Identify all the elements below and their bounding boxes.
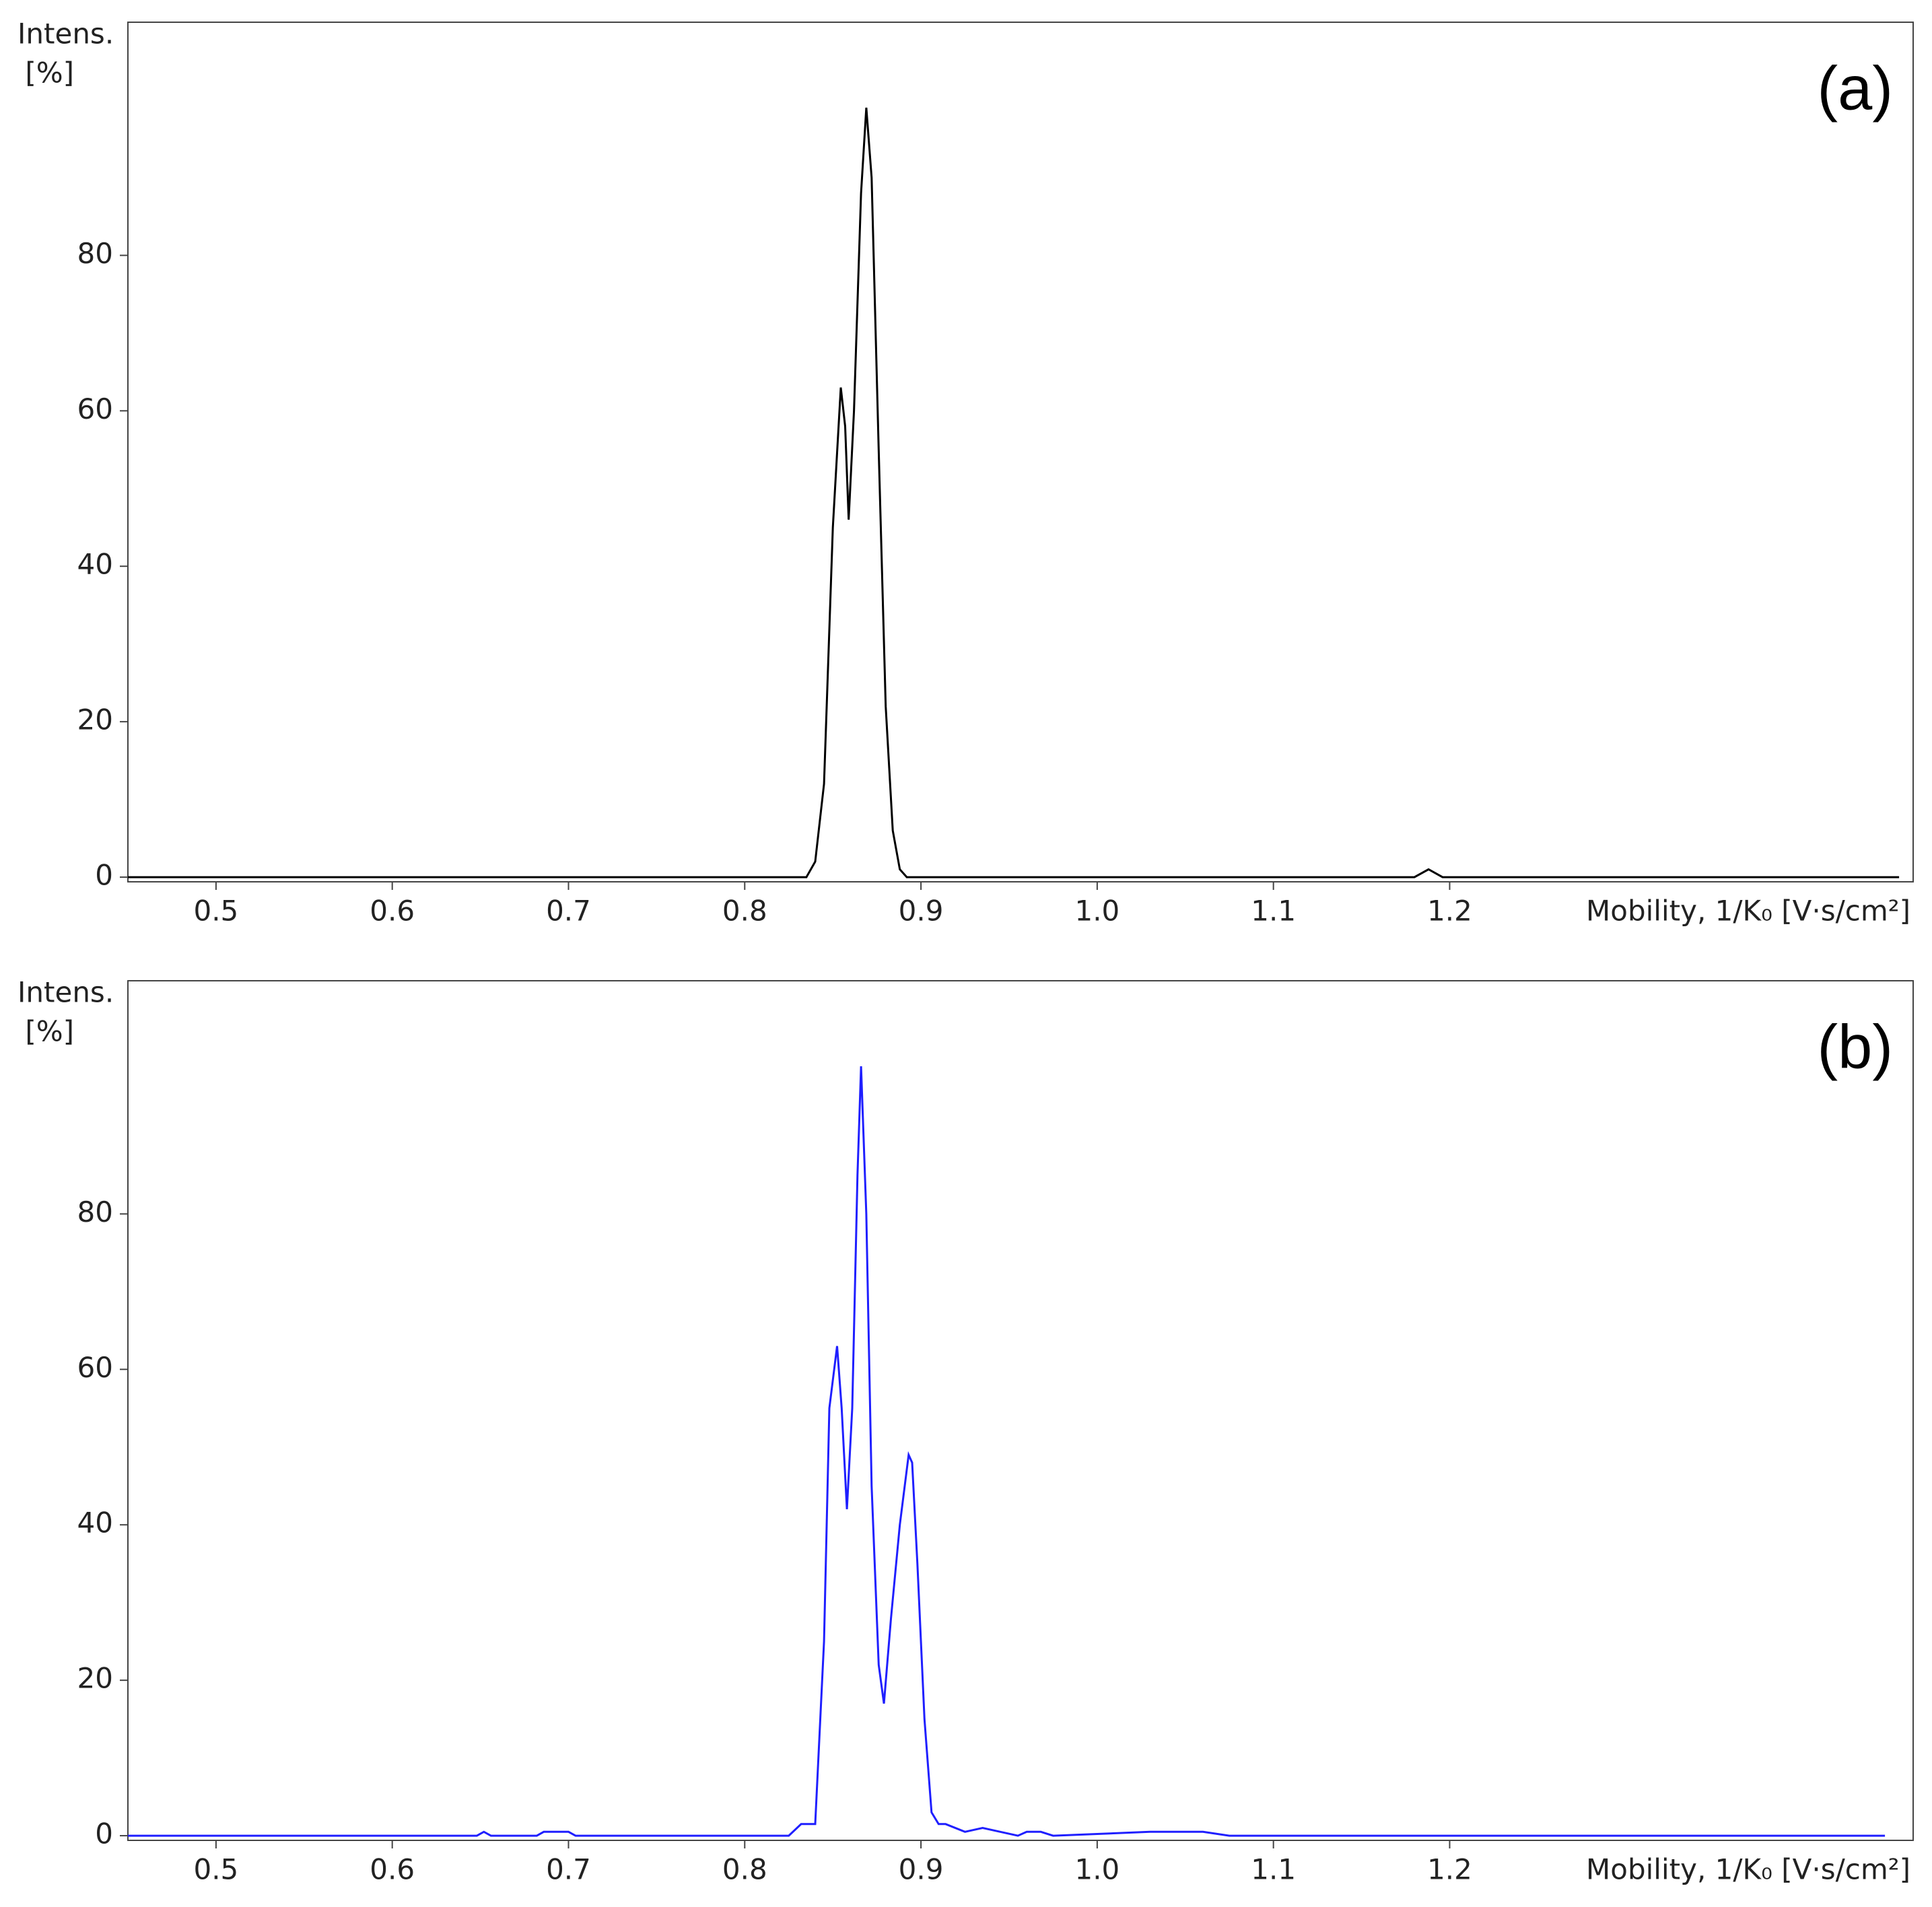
y-tick-label: 60 xyxy=(77,1351,113,1384)
plot-frame xyxy=(127,980,1914,1841)
x-tick-label: 0.9 xyxy=(899,1853,944,1886)
plot-frame xyxy=(127,22,1914,882)
y-tick-label: 40 xyxy=(77,548,113,581)
y-axis-label: [%] xyxy=(25,1015,74,1048)
x-tick-label: 0.5 xyxy=(193,1853,238,1886)
x-tick-label: 0.6 xyxy=(370,1853,415,1886)
x-tick-label: 1.1 xyxy=(1251,895,1296,928)
y-tick-label: 80 xyxy=(77,1195,113,1228)
y-tick-label: 0 xyxy=(95,859,113,892)
y-axis-label: Intens. xyxy=(18,18,114,50)
data-line xyxy=(128,1066,1886,1837)
y-tick-label: 0 xyxy=(95,1817,113,1850)
y-tick-label: 80 xyxy=(77,237,113,270)
x-axis-label: Mobility, 1/K₀ [V·s/cm²] xyxy=(1586,895,1910,928)
y-tick-label: 40 xyxy=(77,1506,113,1539)
x-tick-label: 0.9 xyxy=(899,895,944,928)
y-axis-label: Intens. xyxy=(18,976,114,1009)
y-tick-label: 20 xyxy=(77,703,113,736)
x-tick-label: 1.1 xyxy=(1251,1853,1296,1886)
x-tick-label: 0.8 xyxy=(722,895,767,928)
x-tick-label: 1.0 xyxy=(1074,1853,1119,1886)
x-tick-label: 1.2 xyxy=(1427,1853,1472,1886)
x-tick-label: 0.8 xyxy=(722,1853,767,1886)
x-axis-label: Mobility, 1/K₀ [V·s/cm²] xyxy=(1586,1853,1910,1886)
x-tick-label: 0.6 xyxy=(370,895,415,928)
y-tick-label: 60 xyxy=(77,392,113,425)
y-tick-label: 20 xyxy=(77,1662,113,1695)
panel-label: (b) xyxy=(1818,1012,1893,1081)
x-tick-label: 0.7 xyxy=(546,1853,591,1886)
data-line xyxy=(128,107,1900,878)
x-tick-label: 1.2 xyxy=(1427,895,1472,928)
panel-label: (a) xyxy=(1818,54,1893,123)
y-axis-label: [%] xyxy=(25,57,74,90)
x-tick-label: 1.0 xyxy=(1074,895,1119,928)
x-tick-label: 0.7 xyxy=(546,895,591,928)
x-tick-label: 0.5 xyxy=(193,895,238,928)
